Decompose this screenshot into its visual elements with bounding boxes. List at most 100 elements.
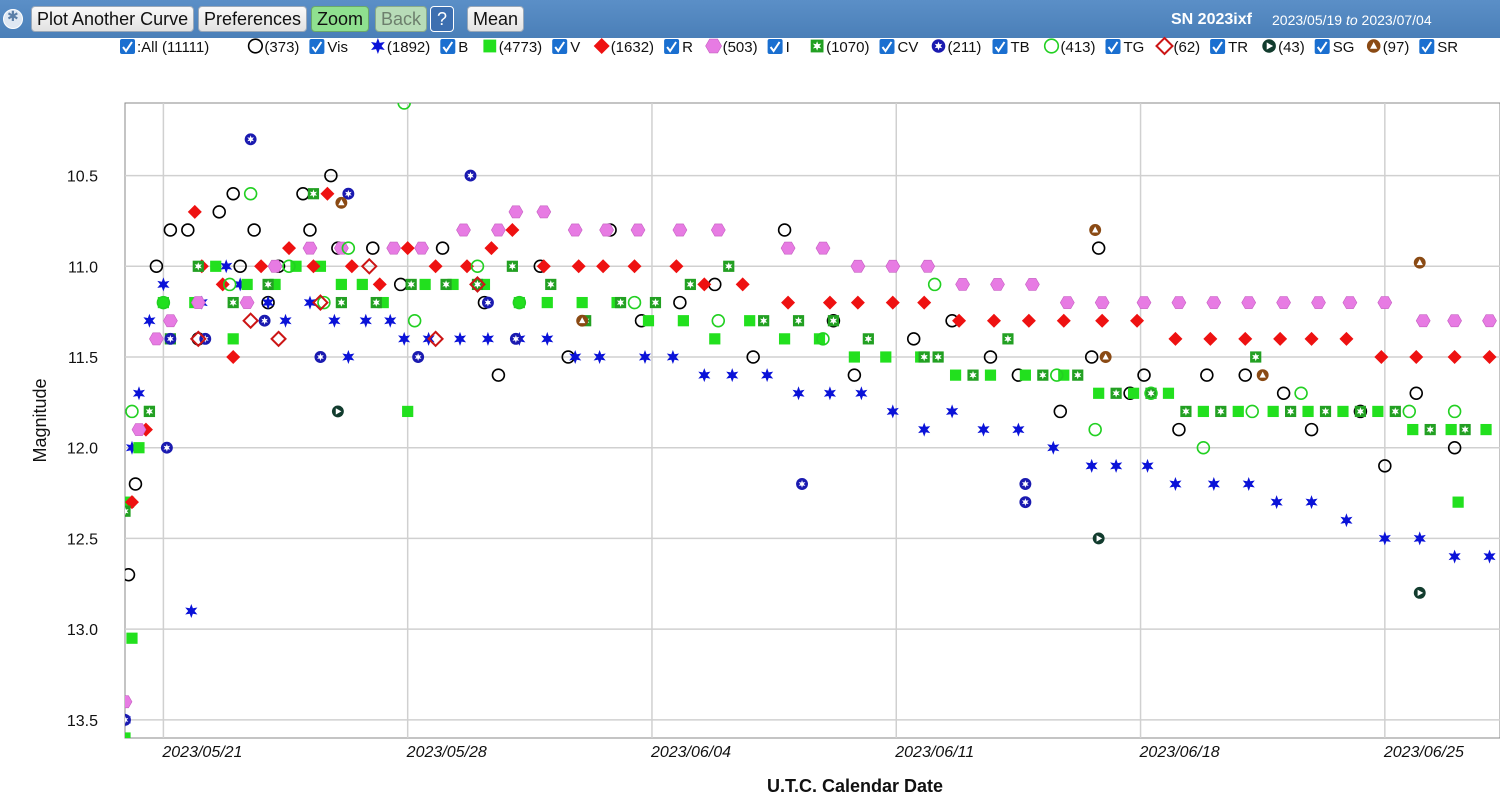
point-vis: [247, 223, 261, 237]
point-b: [262, 295, 275, 310]
point-v: [269, 278, 281, 291]
point-tg: [341, 241, 356, 255]
point-vis: [303, 223, 317, 237]
legend-checkbox: [992, 39, 1008, 54]
zoom-button[interactable]: Zoom: [311, 6, 370, 32]
check-icon: [554, 41, 566, 53]
point-tr: [242, 312, 260, 330]
point-v: [709, 333, 721, 345]
check-icon: [666, 41, 677, 53]
point-vis: [491, 368, 506, 382]
check-icon: [1212, 41, 1223, 53]
help-button[interactable]: ?: [430, 6, 455, 32]
point-vis: [1304, 422, 1319, 437]
legend-checkbox: [1314, 39, 1330, 54]
point-b: [1085, 458, 1098, 473]
point-tb: [509, 332, 522, 345]
point-v: [1452, 496, 1464, 508]
point-r: [1339, 331, 1354, 346]
point-tb: [342, 187, 355, 200]
legend-item-b: (1892) B: [371, 38, 468, 56]
point-vis: [1137, 368, 1151, 382]
point-tg: [1196, 440, 1211, 455]
point-i: [1171, 296, 1187, 309]
point-vis: [1172, 422, 1186, 437]
point-i: [815, 241, 831, 255]
point-tg: [512, 295, 527, 310]
point-vis: [435, 241, 450, 255]
point-r: [536, 259, 551, 274]
point-sg: [331, 405, 344, 418]
point-vis: [1200, 368, 1214, 382]
point-i: [567, 223, 583, 237]
point-i: [780, 241, 796, 255]
x-tick-label: 2023/06/25: [1383, 744, 1464, 761]
point-r: [850, 295, 865, 310]
point-r: [215, 277, 230, 292]
point-b: [1012, 422, 1025, 437]
point-b: [918, 422, 931, 437]
series-r: [125, 186, 1497, 510]
point-r: [226, 350, 241, 364]
point-vis: [128, 477, 143, 491]
point-i: [149, 332, 164, 346]
point-i: [1482, 314, 1497, 328]
date-end: 2023/07/04: [1361, 12, 1432, 28]
legend-marker: [705, 38, 722, 54]
point-i: [536, 205, 552, 219]
y-tick-label: 12.5: [67, 531, 98, 548]
legend-count: (373): [264, 39, 299, 56]
back-button[interactable]: Back: [375, 6, 428, 32]
point-b: [855, 386, 868, 401]
plot-another-curve-button[interactable]: Plot Another Curve: [31, 6, 195, 32]
legend-count: (43): [1278, 39, 1305, 56]
point-v: [126, 632, 138, 644]
legend-checkbox: [309, 39, 325, 54]
point-v: [1232, 405, 1244, 418]
point-v: [813, 333, 826, 345]
y-tick-label: 10.5: [67, 169, 98, 186]
point-b: [761, 368, 774, 383]
point-v: [1127, 387, 1140, 399]
aavso-logo-icon[interactable]: [3, 9, 23, 29]
point-r: [781, 295, 796, 310]
point-tr: [270, 330, 287, 348]
legend-band: V: [570, 39, 580, 56]
point-vis: [1084, 350, 1099, 364]
mean-button[interactable]: Mean: [467, 6, 525, 32]
point-v: [1445, 423, 1457, 436]
point-b: [698, 368, 711, 383]
point-v: [1480, 423, 1492, 436]
point-r: [1203, 331, 1218, 346]
point-i: [1415, 314, 1431, 328]
point-cv: [1424, 423, 1436, 436]
point-b: [384, 313, 397, 328]
legend-count: (1070): [826, 39, 869, 56]
check-icon: [1421, 41, 1433, 53]
point-v: [1058, 369, 1070, 381]
point-vis: [777, 223, 792, 237]
point-cv: [1319, 405, 1332, 418]
point-i: [710, 223, 726, 237]
point-i: [885, 259, 901, 273]
x-tick-label: 2023/06/04: [650, 744, 731, 761]
point-r: [885, 295, 900, 310]
plot-area: 10.5 11.0 11.5 12.0 12.5 13.0 13.5 2023/05/21 20…: [67, 102, 1500, 761]
point-vis: [673, 295, 687, 310]
point-tg: [1088, 422, 1102, 437]
legend-marker: [371, 38, 385, 54]
point-b: [481, 331, 494, 346]
preferences-button[interactable]: Preferences: [198, 6, 308, 32]
point-cv: [1459, 423, 1471, 436]
point-sr: [1099, 351, 1112, 363]
point-i: [414, 241, 429, 255]
point-r: [669, 259, 684, 274]
point-i: [599, 223, 614, 237]
legend-item-tr: (62) TR: [1155, 36, 1248, 56]
point-r: [822, 295, 837, 310]
point-r: [1238, 331, 1253, 346]
point-i: [267, 259, 283, 273]
legend-count: (97): [1383, 39, 1410, 56]
point-cv: [143, 405, 156, 418]
point-cv: [370, 296, 382, 309]
